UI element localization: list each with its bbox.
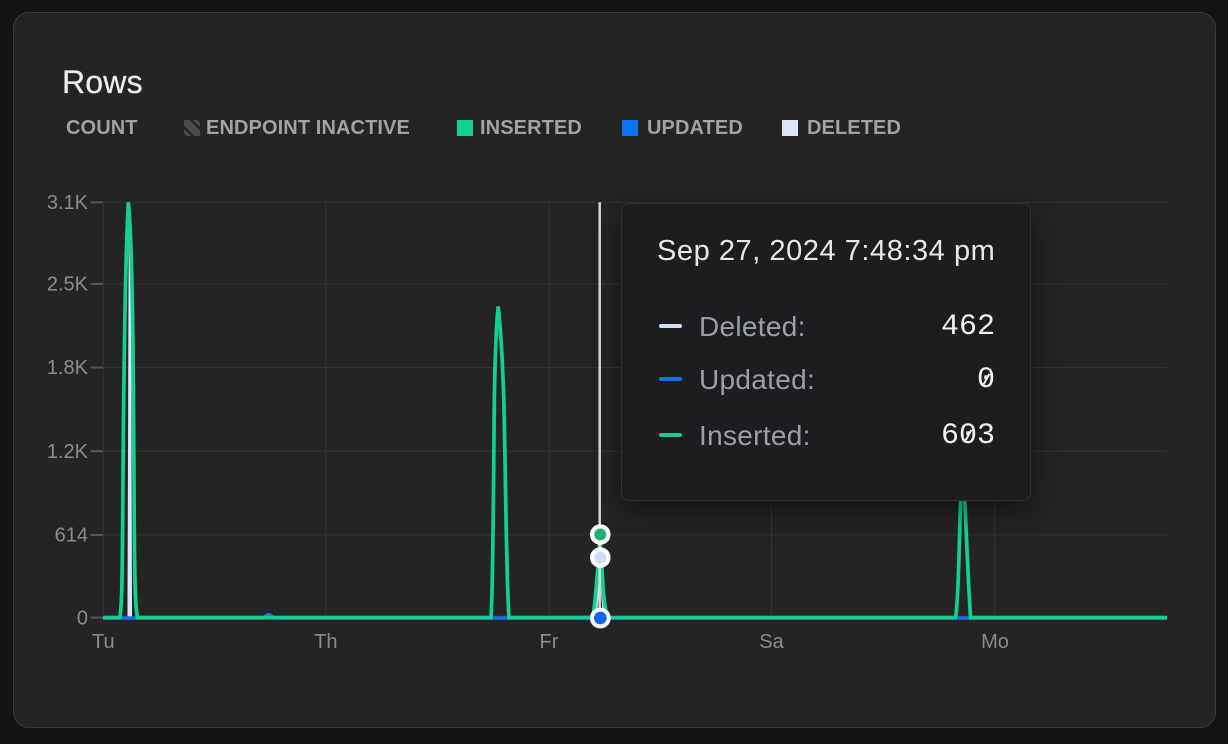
svg-text:Th: Th (314, 631, 337, 653)
svg-text:0: 0 (77, 607, 88, 629)
svg-text:1.2K: 1.2K (47, 441, 89, 463)
svg-text:2.5K: 2.5K (47, 274, 89, 296)
svg-text:Sa: Sa (759, 631, 784, 653)
svg-text:614: 614 (55, 525, 88, 547)
svg-text:Tu: Tu (92, 631, 115, 653)
svg-text:Mo: Mo (981, 631, 1009, 653)
svg-text:1.8K: 1.8K (47, 357, 89, 379)
svg-text:Fr: Fr (540, 631, 559, 653)
svg-text:3.1K: 3.1K (47, 192, 89, 214)
